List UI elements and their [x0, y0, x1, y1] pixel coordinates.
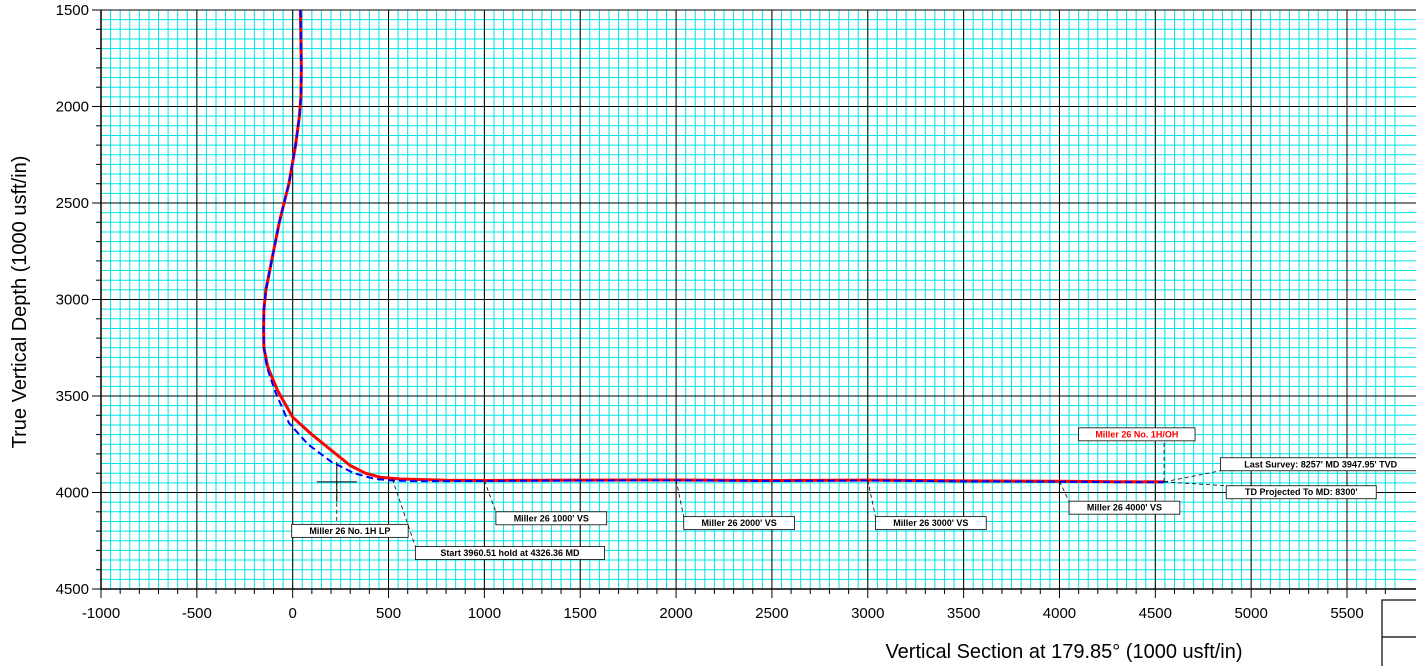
annotation-label: Start 3960.51 hold at 4326.36 MD	[440, 548, 580, 558]
annotation-label: Miller 26 No. 1H/OH	[1095, 429, 1178, 439]
y-tick-label: 2500	[56, 195, 89, 212]
x-tick-label: 3500	[947, 605, 980, 622]
annotation-leader	[867, 480, 876, 517]
x-tick-label: 2000	[659, 605, 692, 622]
annotations-layer: Miller 26 No. 1H/OH Last Survey: 8257' MD…	[291, 427, 1416, 560]
annotation-box	[875, 516, 987, 531]
annotation-label: Miller 26 1000' VS	[514, 513, 589, 523]
x-tick-label: 4500	[1139, 605, 1172, 622]
series-layer	[262, 9, 1165, 484]
x-tick-label: 0	[289, 605, 297, 622]
y-tick-label: 3500	[56, 388, 89, 405]
annotation-box	[495, 511, 608, 526]
annotation-label: TD Projected To MD: 8300'	[1245, 487, 1358, 497]
title-block-corner	[1381, 599, 1416, 666]
y-tick-label: 4000	[56, 485, 89, 502]
annotation-label: Miller 26 2000' VS	[702, 518, 777, 528]
annotation-box	[683, 516, 795, 531]
y-tick-label: 4500	[56, 581, 89, 598]
x-tick-label: -1000	[82, 605, 120, 622]
annotation-box	[1078, 427, 1196, 442]
x-tick-label: 3000	[851, 605, 884, 622]
annotation-leader	[1164, 481, 1227, 487]
x-axis-title: Vertical Section at 179.85° (1000 usft/i…	[885, 641, 1242, 663]
x-tick-label: 4000	[1043, 605, 1076, 622]
x-tick-label: 500	[376, 605, 401, 622]
annotation-leader	[675, 479, 685, 517]
y-tick-label: 3000	[56, 292, 89, 309]
grid	[100, 9, 1416, 590]
annotation-leader	[1059, 481, 1070, 502]
x-tick-label: -500	[182, 605, 212, 622]
annotation-box	[1220, 457, 1416, 472]
series-plan-line	[262, 9, 1165, 484]
y-tick-label: 1500	[56, 2, 89, 19]
annotation-label: Last Survey: 8257' MD 3947.95' TVD	[1244, 459, 1397, 469]
annotation-box	[291, 523, 409, 538]
annotation-label: Miller 26 No. 1H LP	[309, 526, 390, 536]
annotation-box	[1068, 500, 1181, 515]
annotation-leader	[1164, 470, 1221, 483]
y-axis-title: True Vertical Depth (1000 usft/in)	[9, 156, 31, 449]
annotation-box	[414, 546, 605, 560]
annotation-label: Miller 26 4000' VS	[1087, 503, 1162, 513]
series-actual-line	[262, 9, 1165, 484]
annotation-box	[1225, 485, 1377, 500]
annotation-leader	[391, 478, 416, 547]
x-tick-label: 2500	[755, 605, 788, 622]
annotation-leader	[484, 480, 497, 512]
y-tick-label: 2000	[56, 99, 89, 116]
x-tick-label: 1000	[468, 605, 501, 622]
x-tick-label: 1500	[564, 605, 597, 622]
x-tick-label: 5500	[1330, 605, 1363, 622]
x-tick-label: 5000	[1234, 605, 1267, 622]
annotation-label: Miller 26 3000' VS	[893, 518, 968, 528]
ticks: -1000 -500 0 500 1000 1500 2000 2500 3000 3500 400…	[56, 2, 1386, 622]
